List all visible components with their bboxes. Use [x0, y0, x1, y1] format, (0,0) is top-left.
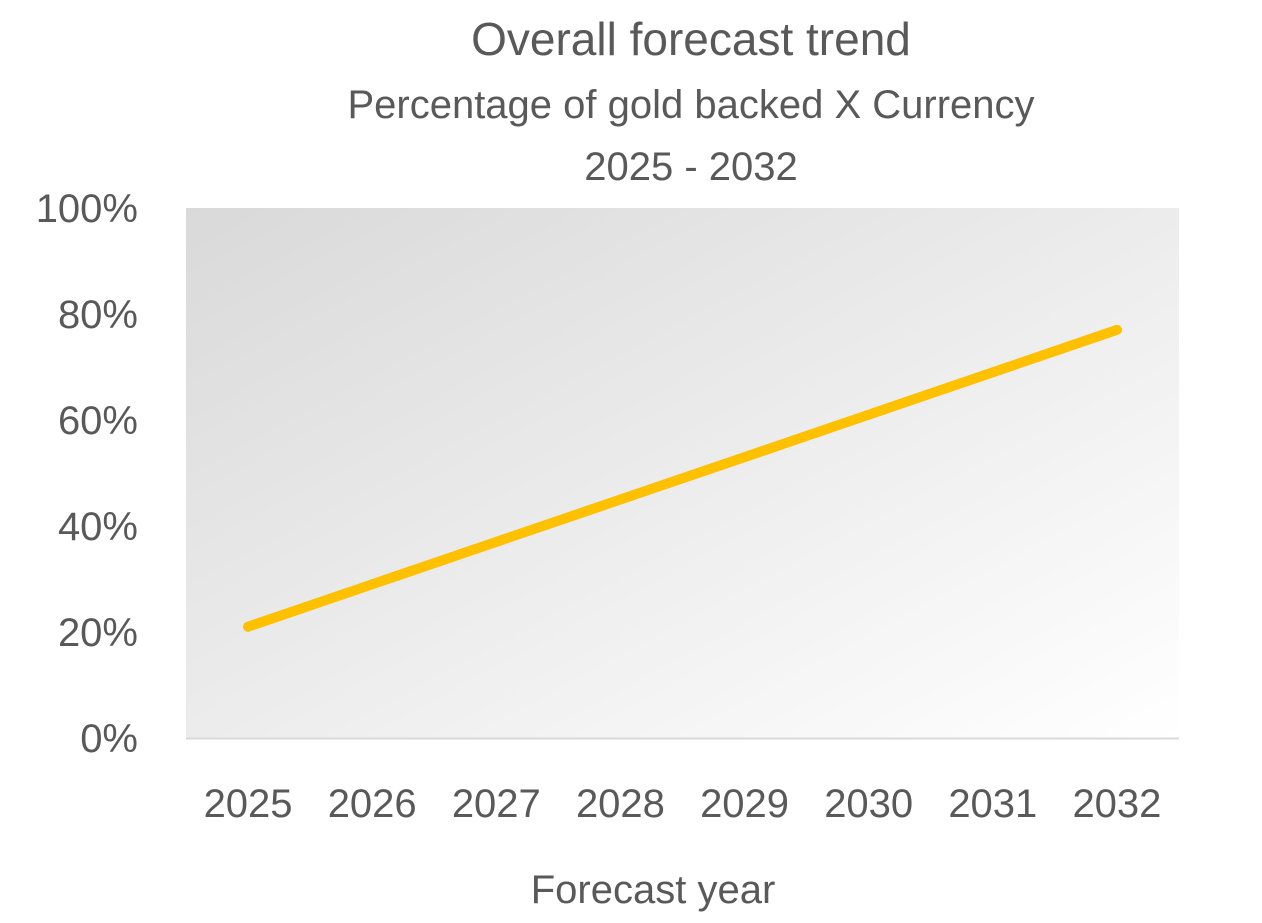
y-tick-label: 40% [58, 505, 138, 549]
y-tick-label: 100% [36, 187, 138, 231]
data-point [367, 579, 378, 590]
series-lines [243, 324, 1122, 632]
x-tick-label: 2027 [452, 782, 541, 826]
x-tick-label: 2025 [204, 782, 293, 826]
chart-subtitle-line-1: Percentage of gold backed X Currency [347, 83, 1034, 127]
y-tick-label: 60% [58, 399, 138, 443]
data-point [987, 367, 998, 378]
data-point [863, 409, 874, 420]
data-point [739, 452, 750, 463]
x-axis-title: Forecast year [531, 868, 776, 912]
x-tick-label: 2029 [700, 782, 789, 826]
data-point [1111, 324, 1122, 335]
x-axis-tick-labels: 2025 2026 2027 2028 2029 2030 2031 2032 [204, 782, 1162, 826]
x-tick-label: 2028 [576, 782, 665, 826]
y-tick-label: 20% [58, 611, 138, 655]
x-tick-label: 2026 [328, 782, 417, 826]
data-point [615, 494, 626, 505]
x-tick-label: 2030 [824, 782, 913, 826]
y-tick-label: 0% [80, 717, 138, 761]
data-point [491, 536, 502, 547]
plot-area-background [186, 208, 1179, 738]
x-tick-label: 2032 [1072, 782, 1161, 826]
chart-title: Overall forecast trend [471, 13, 911, 65]
x-tick-label: 2031 [948, 782, 1037, 826]
chart-subtitle-line-2: 2025 - 2032 [584, 145, 798, 189]
y-tick-label: 80% [58, 293, 138, 337]
data-point [243, 621, 254, 632]
series-line [243, 324, 1122, 632]
y-axis-tick-labels: 0% 20% 40% 60% 80% 100% [36, 187, 138, 761]
